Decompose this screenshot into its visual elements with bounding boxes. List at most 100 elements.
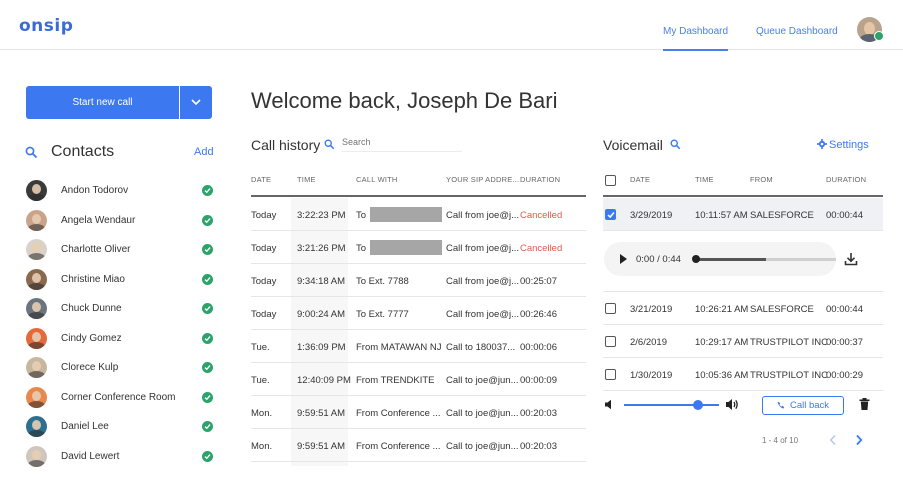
contact-name: Andon Todorov [61, 185, 129, 196]
contact-item[interactable]: Charlotte Oliver [26, 239, 216, 268]
user-avatar[interactable] [857, 17, 882, 42]
call-with: To Ext. 7777 [356, 309, 409, 320]
time-column-shade [291, 198, 348, 466]
volume-slider[interactable] [624, 404, 719, 406]
online-check-icon [202, 391, 213, 403]
online-status-icon [874, 31, 884, 41]
call-with: From MATAWAN NJ [356, 342, 442, 353]
voicemail-settings-button[interactable]: Settings [817, 139, 869, 151]
vm-date: 1/30/2019 [630, 370, 673, 381]
call-time: 9:59:51 AM [297, 408, 346, 419]
contact-item[interactable]: Daniel Lee [26, 416, 216, 445]
play-icon[interactable] [619, 254, 628, 264]
download-icon[interactable] [844, 252, 858, 266]
call-history-row[interactable]: Today 9:00:24 AM To Ext. 7777 Call from joe… [251, 297, 586, 330]
voicemail-row[interactable]: 1/30/2019 10:05:36 AM TRUSTPILOT INC 00:00:… [603, 358, 883, 391]
vm-col-date[interactable]: DATE [630, 175, 651, 184]
call-history-row[interactable]: Mon. 9:59:51 AM From Conference ... Call to… [251, 396, 586, 429]
gear-icon [817, 139, 827, 149]
online-check-icon [202, 450, 213, 462]
voicemail-checkbox[interactable] [605, 336, 616, 347]
vm-col-time[interactable]: TIME [695, 175, 714, 184]
voicemail-checkbox[interactable] [605, 369, 616, 380]
volume-slider-handle[interactable] [693, 400, 704, 410]
start-call-dropdown-button[interactable] [180, 86, 212, 119]
player-scrubber[interactable] [692, 255, 700, 263]
redacted-number [370, 207, 442, 222]
vm-time: 10:05:36 AM [695, 370, 749, 381]
contact-item[interactable]: Christine Miao [26, 268, 216, 298]
col-sip-address[interactable]: YOUR SIP ADDRE... [446, 175, 520, 184]
call-sip-address: Call to joe@jun... [446, 441, 519, 452]
voicemail-row[interactable]: 3/29/2019 10:11:57 AM SALESFORCE 00:00:44 [603, 198, 883, 231]
call-duration: 00:26:46 [520, 309, 557, 320]
contact-item[interactable]: Corner Conference Room [26, 386, 216, 416]
voicemail-search-icon[interactable] [670, 139, 681, 150]
contact-item[interactable]: David Lewert [26, 445, 216, 475]
call-history-row[interactable]: Tue. 1:36:09 PM From MATAWAN NJ Call to 180… [251, 330, 586, 363]
vm-col-duration[interactable]: DURATION [826, 175, 867, 184]
call-back-label: Call back [789, 400, 830, 411]
contact-item[interactable]: Angela Wendaur [26, 209, 216, 239]
add-contact-button[interactable]: Add [194, 146, 214, 158]
vm-from: SALESFORCE [750, 210, 814, 221]
voicemail-row[interactable]: 3/21/2019 10:26:21 AM SALESFORCE 00:00:44 [603, 292, 883, 325]
call-history-row[interactable]: Tue. 12:40:09 PM From TRENDKITE Call to joe… [251, 363, 586, 396]
contacts-title: Contacts [51, 143, 115, 160]
contact-item[interactable]: Andon Todorov [26, 180, 216, 209]
voicemail-checkbox[interactable] [605, 209, 616, 220]
online-check-icon [202, 185, 213, 196]
volume-high-icon[interactable] [725, 398, 739, 411]
call-date: Today [251, 276, 277, 287]
contact-item[interactable]: Clorece Kulp [26, 357, 216, 386]
vm-date: 3/21/2019 [630, 304, 673, 315]
voicemail-title: Voicemail [603, 137, 663, 153]
call-history-title: Call history [251, 137, 321, 153]
start-new-call-button[interactable]: Start new call [26, 86, 179, 119]
tab-queue-dashboard[interactable]: Queue Dashboard [756, 26, 838, 37]
col-duration[interactable]: DURATION [520, 175, 561, 184]
call-history-row[interactable]: Today 3:22:23 PM To Call from joe@j... Cance… [251, 198, 586, 231]
top-bar: onsip My Dashboard Queue Dashboard [0, 0, 903, 51]
call-with: To [356, 243, 367, 254]
call-history-row[interactable]: Today 9:34:18 AM To Ext. 7788 Call from joe… [251, 264, 586, 297]
col-time[interactable]: TIME [297, 175, 316, 184]
online-check-icon [202, 214, 213, 226]
tab-my-dashboard[interactable]: My Dashboard [663, 26, 729, 51]
chevron-left-icon[interactable] [829, 434, 837, 446]
voicemail-checkbox[interactable] [605, 303, 616, 314]
vm-col-from[interactable]: FROM [750, 175, 773, 184]
player-track[interactable] [696, 258, 836, 261]
call-date: Mon. [251, 408, 273, 419]
call-time: 9:59:51 AM [297, 441, 346, 452]
contact-avatar [26, 268, 47, 290]
voicemail-row[interactable]: 2/6/2019 10:29:17 AM TRUSTPILOT INC 00:00:3… [603, 325, 883, 358]
audio-player: 0:00 / 0:44 [604, 242, 836, 276]
redacted-number [370, 240, 442, 255]
call-sip-address: Call to 180037... [446, 342, 516, 353]
call-time: 9:34:18 AM [297, 276, 346, 287]
onsip-logo[interactable]: onsip [19, 16, 74, 36]
contacts-search-icon[interactable] [25, 146, 38, 159]
volume-low-icon[interactable] [604, 399, 614, 410]
call-history-row[interactable]: Today 3:21:26 PM To Call from joe@j... Cance… [251, 231, 586, 264]
call-with: To Ext. 7788 [356, 276, 409, 287]
vm-from: SALESFORCE [750, 304, 814, 315]
call-history-row[interactable]: Mon. 9:59:51 AM From Conference ... Call to… [251, 429, 586, 462]
contact-item[interactable]: Chuck Dunne [26, 298, 216, 327]
online-check-icon [202, 421, 213, 432]
call-history-search-input[interactable] [342, 137, 462, 152]
call-back-button[interactable]: Call back [762, 396, 844, 415]
contact-item[interactable]: Cindy Gomez [26, 327, 216, 357]
contact-name: Christine Miao [61, 273, 125, 285]
col-date[interactable]: DATE [251, 175, 272, 184]
trash-icon[interactable] [859, 398, 870, 410]
select-all-checkbox[interactable] [605, 175, 616, 186]
call-duration: 00:00:09 [520, 375, 557, 386]
online-check-icon [202, 273, 213, 285]
col-call-with[interactable]: CALL WITH [356, 175, 398, 184]
call-duration: 00:20:03 [520, 408, 557, 419]
chevron-right-icon[interactable] [855, 434, 863, 446]
vm-date: 2/6/2019 [630, 337, 667, 348]
voicemail-player-row [603, 232, 883, 292]
